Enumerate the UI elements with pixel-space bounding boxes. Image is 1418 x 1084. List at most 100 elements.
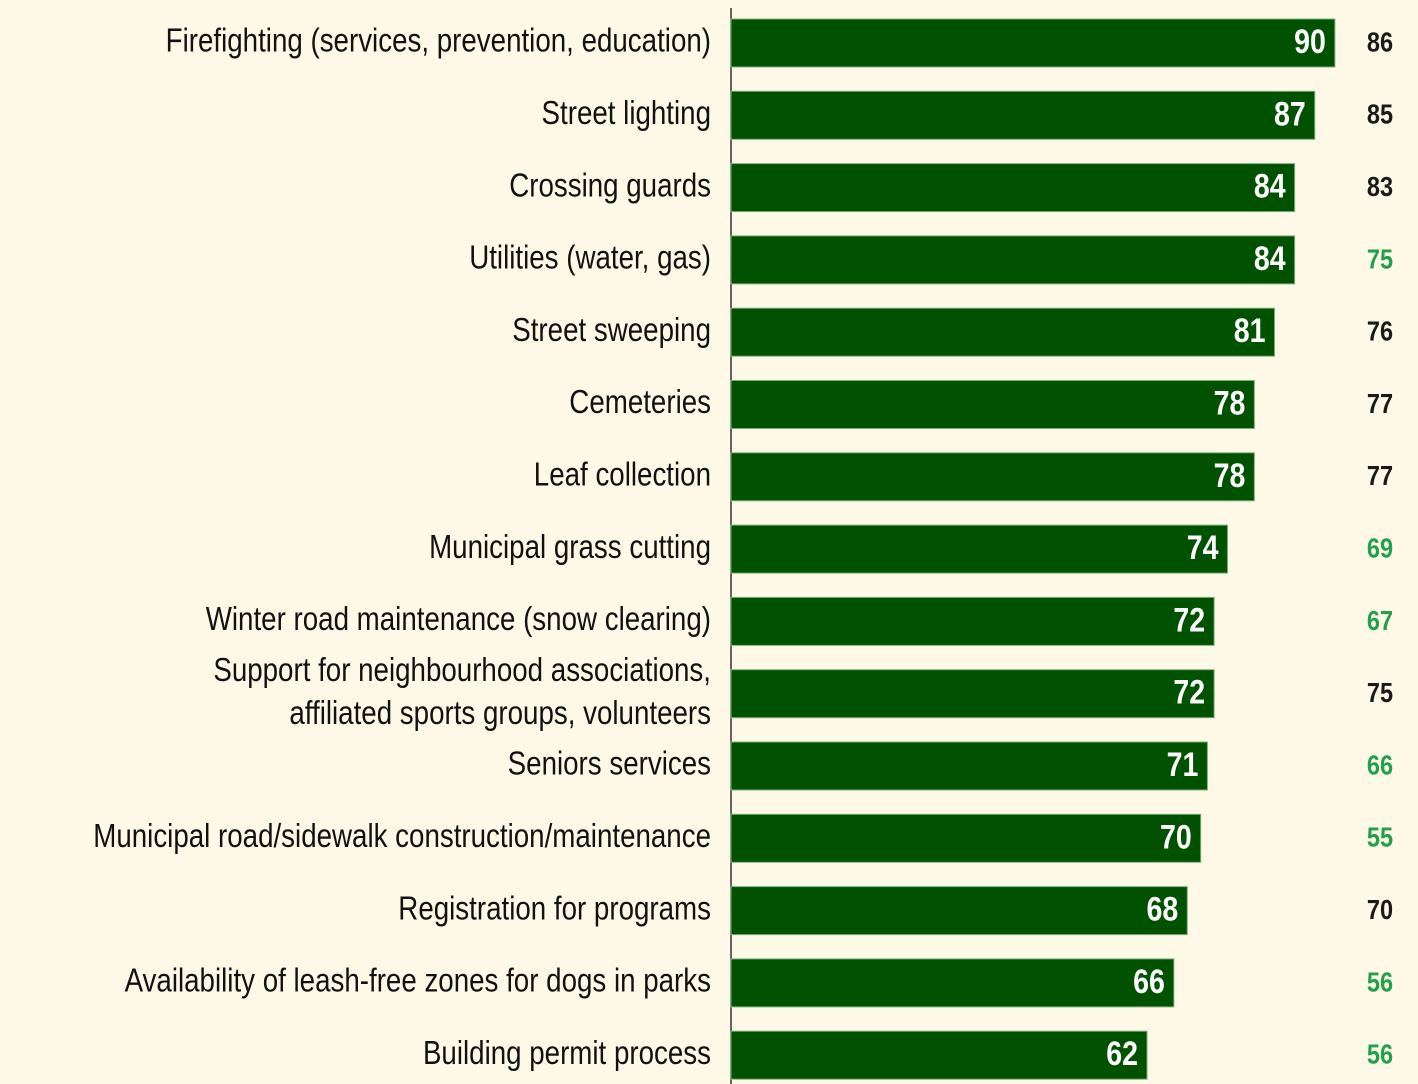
- bar: [730, 163, 1296, 213]
- value-label-group: 84: [1254, 240, 1286, 278]
- comparison-label: 76: [1367, 317, 1393, 347]
- comparison-label-group: 85: [1367, 100, 1393, 130]
- value-label: 74: [1187, 529, 1219, 567]
- bar: [730, 813, 1202, 863]
- value-label: 84: [1254, 167, 1286, 205]
- category-label-group: Registration for programs: [398, 890, 711, 927]
- comparison-label: 69: [1367, 534, 1393, 564]
- comparison-label: 75: [1367, 244, 1393, 274]
- category-label: Support for neighbourhood associations, a…: [213, 652, 711, 732]
- value-label: 78: [1214, 384, 1246, 422]
- value-label: 62: [1106, 1035, 1138, 1073]
- value-label-group: 71: [1167, 746, 1199, 784]
- comparison-label: 85: [1367, 100, 1393, 130]
- category-label-group: Leaf collection: [534, 456, 711, 493]
- value-label: 84: [1254, 240, 1286, 278]
- comparison-label: 70: [1367, 895, 1393, 925]
- comparison-label: 55: [1367, 823, 1393, 853]
- category-label: Utilities (water, gas): [469, 239, 711, 276]
- value-label-group: 72: [1173, 601, 1205, 639]
- category-label: Winter road maintenance (snow clearing): [206, 601, 711, 638]
- comparison-label-group: 77: [1367, 461, 1393, 491]
- comparison-label-group: 56: [1367, 967, 1393, 997]
- bar: [730, 452, 1255, 502]
- bar: [730, 958, 1175, 1008]
- category-label-group: Seniors services: [508, 745, 711, 782]
- category-label: Firefighting (services, prevention, educ…: [166, 22, 711, 59]
- value-label: 70: [1160, 818, 1192, 856]
- category-label: Registration for programs: [398, 890, 711, 927]
- bar: [730, 235, 1296, 285]
- comparison-label-group: 55: [1367, 823, 1393, 853]
- category-label-group: Availability of leash-free zones for dog…: [125, 962, 711, 999]
- comparison-label: 75: [1367, 678, 1393, 708]
- value-label: 90: [1294, 23, 1326, 61]
- category-label: Cemeteries: [569, 384, 711, 421]
- value-label-group: 72: [1173, 673, 1205, 711]
- category-label: Building permit process: [423, 1035, 711, 1072]
- category-label-group: Building permit process: [423, 1035, 711, 1072]
- comparison-label-group: 70: [1367, 895, 1393, 925]
- bar: [730, 1030, 1148, 1080]
- category-label-group: Municipal road/sidewalk construction/mai…: [93, 818, 711, 855]
- value-label: 68: [1147, 890, 1179, 928]
- comparison-label: 77: [1367, 389, 1393, 419]
- bar: [730, 669, 1215, 719]
- bar: [730, 741, 1208, 791]
- category-label: Availability of leash-free zones for dog…: [125, 962, 711, 999]
- value-label-group: 87: [1274, 95, 1306, 133]
- comparison-label-group: 86: [1367, 28, 1393, 58]
- comparison-label: 56: [1367, 967, 1393, 997]
- comparison-label: 56: [1367, 1040, 1393, 1070]
- comparison-label-group: 76: [1367, 317, 1393, 347]
- category-label-group: Firefighting (services, prevention, educ…: [166, 22, 711, 59]
- comparison-label-group: 77: [1367, 389, 1393, 419]
- value-label-group: 68: [1147, 890, 1179, 928]
- bar: [730, 18, 1336, 68]
- comparison-label-group: 75: [1367, 678, 1393, 708]
- value-label: 81: [1234, 312, 1266, 350]
- comparison-label: 77: [1367, 461, 1393, 491]
- value-label-group: 74: [1187, 529, 1219, 567]
- value-label-group: 81: [1234, 312, 1266, 350]
- bar: [730, 886, 1188, 936]
- bar: [730, 307, 1276, 357]
- bar: [730, 596, 1215, 646]
- value-label-group: 78: [1214, 456, 1246, 494]
- comparison-label-group: 75: [1367, 244, 1393, 274]
- category-label-group: Support for neighbourhood associations, a…: [213, 652, 711, 732]
- comparison-label-group: 56: [1367, 1040, 1393, 1070]
- value-label: 66: [1133, 963, 1165, 1001]
- value-label: 72: [1173, 673, 1205, 711]
- category-label-group: Utilities (water, gas): [469, 239, 711, 276]
- value-label: 72: [1173, 601, 1205, 639]
- category-label-group: Winter road maintenance (snow clearing): [206, 601, 711, 638]
- category-label: Municipal road/sidewalk construction/mai…: [93, 818, 711, 855]
- category-label: Street sweeping: [512, 312, 711, 349]
- comparison-label: 83: [1367, 172, 1393, 202]
- value-label-group: 90: [1294, 23, 1326, 61]
- category-label: Crossing guards: [509, 167, 711, 204]
- category-label: Leaf collection: [534, 456, 711, 493]
- category-label-group: Crossing guards: [509, 167, 711, 204]
- comparison-label: 86: [1367, 28, 1393, 58]
- bar: [730, 524, 1229, 574]
- value-label-group: 66: [1133, 963, 1165, 1001]
- category-label-group: Street lighting: [542, 95, 711, 132]
- value-label-group: 78: [1214, 384, 1246, 422]
- comparison-label-group: 69: [1367, 534, 1393, 564]
- category-label: Street lighting: [542, 95, 711, 132]
- value-label: 87: [1274, 95, 1306, 133]
- bar: [730, 90, 1316, 140]
- category-label: Municipal grass cutting: [429, 529, 711, 566]
- category-label: Seniors services: [508, 745, 711, 782]
- category-label-group: Municipal grass cutting: [429, 529, 711, 566]
- comparison-label-group: 83: [1367, 172, 1393, 202]
- value-label: 71: [1167, 746, 1199, 784]
- value-label-group: 62: [1106, 1035, 1138, 1073]
- comparison-label: 66: [1367, 751, 1393, 781]
- category-label-group: Cemeteries: [569, 384, 711, 421]
- comparison-label-group: 67: [1367, 606, 1393, 636]
